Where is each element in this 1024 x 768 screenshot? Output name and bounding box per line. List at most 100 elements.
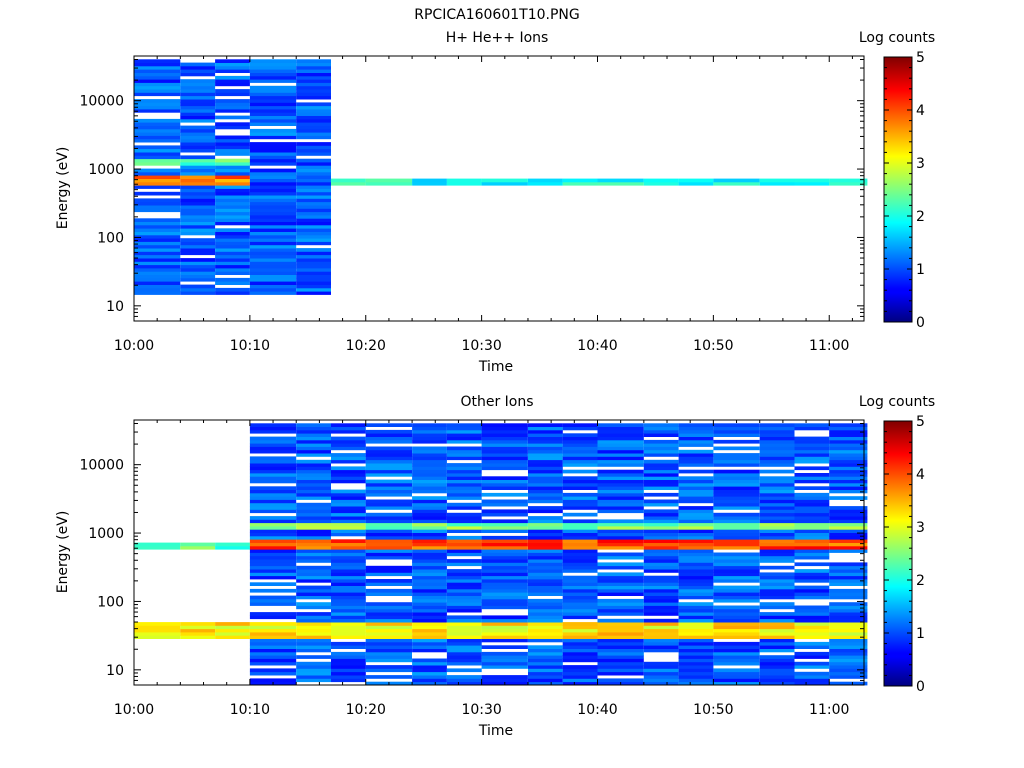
heatmap-cell — [446, 549, 482, 553]
heatmap-cell — [215, 268, 250, 272]
heatmap-cell — [365, 456, 412, 461]
heatmap-cell — [759, 575, 795, 580]
heatmap-cell — [296, 473, 331, 477]
heatmap-cell — [134, 234, 181, 239]
heatmap-cell — [562, 526, 598, 530]
heatmap-cell — [446, 446, 482, 451]
heatmap-cell — [215, 178, 250, 183]
heatmap-cell — [180, 135, 216, 140]
heatmap-cell — [296, 102, 331, 107]
heatmap-cell — [829, 681, 868, 686]
heatmap-cell — [759, 668, 795, 673]
heatmap-cell — [829, 625, 868, 630]
heatmap-cell — [481, 598, 528, 603]
heatmap-cell — [365, 638, 412, 643]
heatmap-cell — [412, 549, 447, 553]
heatmap-cell — [331, 552, 366, 557]
heatmap-cell — [481, 675, 528, 679]
heatmap-cell — [296, 95, 331, 100]
heatmap-cell — [249, 456, 297, 461]
heatmap-cell — [481, 456, 528, 461]
heatmap-cell — [794, 555, 830, 560]
heatmap-cell — [296, 665, 331, 669]
heatmap-cell — [794, 622, 830, 626]
heatmap-cell — [829, 178, 868, 183]
heatmap-cell — [249, 638, 297, 643]
heatmap-cell — [249, 463, 297, 467]
heatmap-cell — [249, 569, 297, 573]
heatmap-cell — [643, 535, 679, 540]
heatmap-cell — [331, 602, 366, 606]
heatmap-cell — [794, 592, 830, 596]
heatmap-cell — [528, 443, 563, 447]
heatmap-cell — [528, 562, 563, 567]
heatmap-cell — [678, 681, 714, 686]
heatmap-cell — [215, 258, 250, 262]
heatmap-cell — [249, 221, 297, 226]
heatmap-cell — [597, 499, 644, 504]
heatmap-cell — [249, 426, 297, 431]
heatmap-cell — [249, 109, 297, 113]
heatmap-cell — [412, 512, 447, 517]
heatmap-cell — [296, 171, 331, 176]
heatmap-cell — [180, 291, 216, 295]
heatmap-cell — [713, 502, 760, 507]
heatmap-cell — [597, 522, 644, 527]
heatmap-cell — [249, 118, 297, 123]
heatmap-cell — [446, 575, 482, 580]
heatmap-cell — [562, 588, 598, 593]
heatmap-cell — [562, 665, 598, 669]
heatmap-cell — [759, 645, 795, 649]
heatmap-cell — [759, 602, 795, 606]
heatmap-cell — [412, 506, 447, 510]
heatmap-cell — [528, 466, 563, 471]
heatmap-cell — [446, 668, 482, 673]
heatmap-cell — [759, 456, 795, 461]
heatmap-cell — [180, 65, 216, 70]
heatmap-cell — [331, 459, 366, 464]
heatmap-cell — [528, 516, 563, 520]
heatmap-cell — [481, 449, 528, 454]
heatmap-cell — [215, 221, 250, 226]
heatmap-cell — [331, 178, 366, 183]
heatmap-cell — [365, 469, 412, 474]
heatmap-cell — [713, 522, 760, 527]
heatmap-cell — [412, 459, 447, 464]
heatmap-cell — [829, 489, 868, 494]
heatmap-cell — [446, 456, 482, 461]
heatmap-cell — [249, 155, 297, 160]
heatmap-cell — [215, 228, 250, 232]
heatmap-cell — [481, 651, 528, 656]
heatmap-cell — [296, 85, 331, 90]
heatmap-cell — [331, 641, 366, 646]
heatmap-cell — [249, 671, 297, 676]
heatmap-cell — [296, 671, 331, 676]
heatmap-cell — [365, 632, 412, 636]
heatmap-cell — [296, 75, 331, 80]
heatmap-cell — [215, 198, 250, 203]
heatmap-cell — [134, 201, 181, 206]
heatmap-cell — [481, 655, 528, 659]
heatmap-cell — [446, 486, 482, 490]
heatmap-cell — [481, 512, 528, 517]
heatmap-cell — [759, 665, 795, 669]
heatmap-cell — [643, 486, 679, 490]
heatmap-cell — [678, 529, 714, 533]
heatmap-cell — [528, 449, 563, 454]
heatmap-cell — [678, 449, 714, 454]
heatmap-cell — [597, 612, 644, 616]
heatmap-cell — [481, 555, 528, 560]
heatmap-cell — [296, 241, 331, 246]
heatmap-cell — [794, 436, 830, 441]
heatmap-cell — [643, 509, 679, 514]
heatmap-cell — [331, 499, 366, 504]
heatmap-cell — [597, 439, 644, 444]
heatmap-cell — [180, 195, 216, 199]
heatmap-cell — [678, 585, 714, 590]
y-tick-label: 10 — [106, 663, 124, 679]
heatmap-cell — [562, 559, 598, 563]
heatmap-cell — [597, 456, 644, 461]
heatmap-cell — [829, 582, 868, 586]
heatmap-cell — [331, 443, 366, 447]
